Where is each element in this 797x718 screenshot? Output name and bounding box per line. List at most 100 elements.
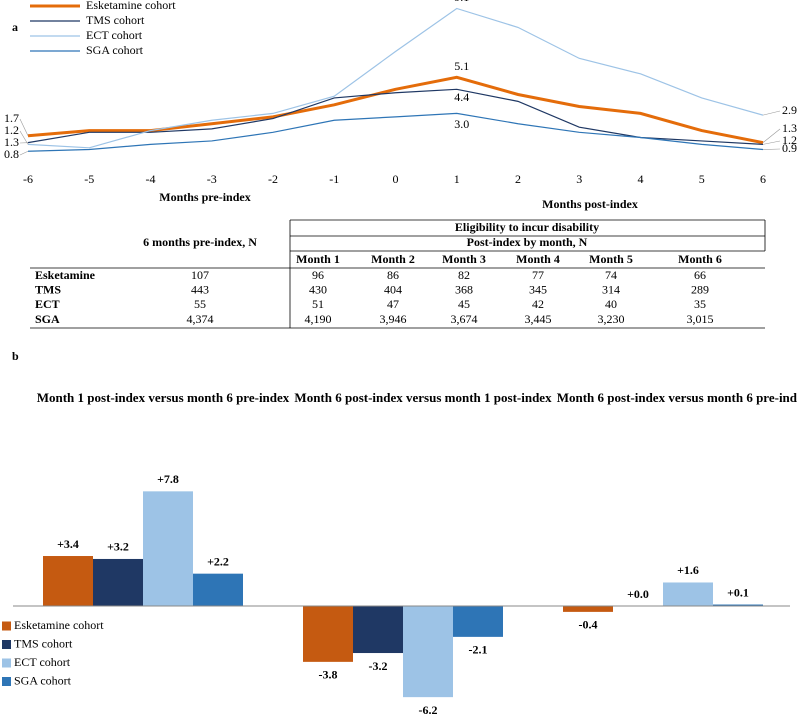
value-label: 1.7 <box>4 111 19 125</box>
legend-label: ECT cohort <box>86 28 143 42</box>
legend-swatch <box>2 621 11 631</box>
value-label: +2.2 <box>207 554 229 568</box>
table-cell: 3,445 <box>525 312 552 326</box>
x-tick-label: 3 <box>576 172 582 186</box>
table-cell: 107 <box>191 268 209 282</box>
value-label: -2.1 <box>469 643 488 657</box>
value-label: +3.2 <box>107 540 129 554</box>
bar <box>43 556 93 606</box>
legend-label: ECT cohort <box>14 655 71 669</box>
table-cell: 3,674 <box>451 312 478 326</box>
value-label: 4.4 <box>454 90 469 104</box>
panel-label: b <box>12 349 19 363</box>
leader-line <box>19 118 29 136</box>
line <box>27 112 764 152</box>
legend-label: Esketamine cohort <box>86 0 176 12</box>
x-annotation: Months post-index <box>542 197 638 211</box>
x-tick-label: -6 <box>23 172 33 186</box>
table-cell: 40 <box>605 297 617 311</box>
line <box>27 7 764 149</box>
table-cell: 3,946 <box>380 312 407 326</box>
table-cell: 35 <box>694 297 706 311</box>
table-header: Month 6 <box>678 252 722 266</box>
table-cell: 3,230 <box>598 312 625 326</box>
panel-label: a <box>12 20 18 34</box>
bar <box>403 606 453 698</box>
value-label: -0.4 <box>579 618 598 632</box>
value-label: +3.4 <box>57 537 79 551</box>
group-title-box: Month 6 post-index versus month 6 pre-in… <box>556 390 797 405</box>
group-title-box: Month 1 post-index versus month 6 pre-in… <box>36 390 290 405</box>
table-cell: 345 <box>529 282 547 296</box>
value-label: 1.3 <box>782 121 797 135</box>
table-header: Month 1 <box>296 252 340 266</box>
value-label: -6.2 <box>419 703 438 717</box>
x-tick-label: -1 <box>329 172 339 186</box>
table-cell: 55 <box>194 297 206 311</box>
value-label: +1.6 <box>677 563 699 577</box>
value-label: 1.2 <box>782 133 797 147</box>
legend-swatch <box>2 640 11 649</box>
value-label: +0.0 <box>627 587 649 601</box>
table-cell: 51 <box>312 297 324 311</box>
leader-line <box>762 110 781 116</box>
row-label: TMS <box>35 282 61 296</box>
group-title: Month 6 post-index versus month 6 pre-in… <box>556 390 797 405</box>
leader-line <box>762 140 781 145</box>
table-cell: 96 <box>312 268 324 282</box>
legend-swatch <box>2 658 11 668</box>
bar <box>563 606 613 612</box>
x-tick-label: 4 <box>638 172 644 186</box>
x-tick-label: -4 <box>146 172 156 186</box>
row-label: Esketamine <box>35 268 96 282</box>
table-cell: 86 <box>387 268 399 282</box>
table-header: Month 4 <box>516 252 560 266</box>
table-title: Eligibility to incur disability <box>455 220 599 234</box>
table-cell: 4,374 <box>187 312 214 326</box>
table-header: Month 2 <box>371 252 415 266</box>
value-label: +7.8 <box>157 472 179 486</box>
x-annotation: Months pre-index <box>159 190 250 204</box>
table-cell: 3,015 <box>687 312 714 326</box>
x-tick-label: 2 <box>515 172 521 186</box>
row-label: ECT <box>35 297 60 311</box>
table-cell: 42 <box>532 297 544 311</box>
value-label: 1.2 <box>4 123 19 137</box>
group-title: Month 1 post-index versus month 6 pre-in… <box>36 390 290 405</box>
x-tick-label: 0 <box>393 172 399 186</box>
table-cell: 77 <box>532 268 544 282</box>
leader-line <box>19 130 29 145</box>
table-cell: 443 <box>191 282 209 296</box>
legend-label: SGA cohort <box>86 43 144 57</box>
row-label: SGA <box>35 312 60 326</box>
leader-line <box>762 128 781 143</box>
legend-label: TMS cohort <box>86 13 145 27</box>
bar <box>453 606 503 637</box>
bar <box>93 558 143 606</box>
legend-label: SGA cohort <box>14 673 72 687</box>
table-cell: 430 <box>309 282 327 296</box>
table-cell: 404 <box>384 282 402 296</box>
table-cell: 66 <box>694 268 706 282</box>
value-label: 5.1 <box>454 59 469 73</box>
table-cell: 74 <box>605 268 617 282</box>
x-tick-label: 5 <box>699 172 705 186</box>
table-header: Post-index by month, N <box>467 235 588 249</box>
legend-label: Esketamine cohort <box>14 618 104 632</box>
legend-label: TMS cohort <box>14 636 73 650</box>
value-label: -3.2 <box>369 659 388 673</box>
value-label: 9.1 <box>454 0 469 4</box>
table-header: Month 5 <box>589 252 633 266</box>
value-label: 3.0 <box>454 117 469 131</box>
value-label: 2.9 <box>782 103 797 117</box>
table-cell: 289 <box>691 282 709 296</box>
bar <box>143 491 193 606</box>
table-cell: 4,190 <box>305 312 332 326</box>
x-tick-label: 6 <box>760 172 766 186</box>
bar <box>303 606 353 662</box>
bar <box>193 573 243 606</box>
leader-line <box>19 150 29 156</box>
value-label: 0.8 <box>4 147 19 161</box>
table-cell: 45 <box>458 297 470 311</box>
